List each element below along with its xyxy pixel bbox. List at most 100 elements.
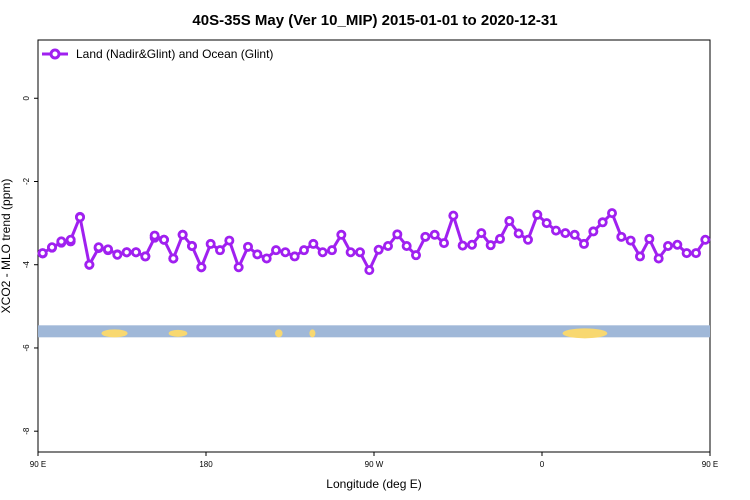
data-point [625, 235, 636, 246]
data-point [37, 248, 48, 259]
data-point [392, 229, 403, 240]
data-point [401, 240, 412, 251]
land-patch [309, 329, 316, 338]
data-point [261, 253, 272, 264]
data-point [672, 239, 683, 250]
data-point [112, 249, 123, 260]
data-point [233, 262, 244, 273]
data-point [532, 209, 543, 220]
data-point [373, 244, 384, 255]
data-point [47, 242, 58, 253]
data-point [607, 208, 618, 219]
data-point [270, 245, 281, 256]
data-point [438, 238, 449, 249]
data-point [65, 234, 76, 245]
data-point [410, 250, 421, 261]
y-axis-ticks: 0 -2 -4 -6 -8 [22, 95, 38, 435]
data-point [103, 244, 114, 255]
data-point [214, 245, 225, 256]
data-point [476, 228, 487, 239]
data-point [635, 251, 646, 262]
data-point [700, 234, 711, 245]
land-patch [562, 328, 608, 339]
data-point [140, 251, 151, 262]
data-point [541, 218, 552, 229]
data-point [308, 238, 319, 249]
data-point [336, 229, 347, 240]
legend-label: Land (Nadir&Glint) and Ocean (Glint) [76, 47, 273, 61]
data-point [280, 247, 291, 258]
data-point [84, 259, 95, 270]
data-point [466, 239, 477, 250]
y-tick-label: -8 [22, 427, 31, 435]
data-point [429, 229, 440, 240]
data-point [242, 241, 253, 252]
data-point [644, 233, 655, 244]
legend: Land (Nadir&Glint) and Ocean (Glint) [42, 47, 273, 61]
data-point [523, 234, 534, 245]
data-point [588, 226, 599, 237]
y-axis-label: XCO2 - MLO trend (ppm) [0, 179, 13, 314]
data-point [93, 242, 104, 253]
data-point [121, 247, 132, 258]
data-point [326, 245, 337, 256]
data-point [457, 240, 468, 251]
data-point [691, 248, 702, 259]
y-tick-label: 0 [22, 95, 31, 100]
land-patch [101, 329, 128, 338]
data-point [579, 238, 590, 249]
data-point [616, 231, 627, 242]
data-point [504, 216, 515, 227]
ocean-band [38, 325, 710, 338]
data-point [289, 251, 300, 262]
data-point [317, 247, 328, 258]
data-point [494, 233, 505, 244]
y-tick-label: -2 [22, 177, 31, 185]
x-tick-label: 90 E [30, 460, 46, 469]
data-point [513, 228, 524, 239]
data-point [560, 228, 571, 239]
data-point [382, 240, 393, 251]
data-point [158, 234, 169, 245]
data-point [551, 225, 562, 236]
x-tick-label: 180 [199, 460, 213, 469]
data-point [205, 238, 216, 249]
data-point [354, 247, 365, 258]
data-point [177, 229, 188, 240]
data-point [130, 247, 141, 258]
data-point [56, 236, 67, 247]
data-point [298, 245, 309, 256]
data-point [168, 253, 179, 264]
y-tick-label: -4 [22, 261, 31, 269]
data-point [681, 248, 692, 259]
data-point [345, 247, 356, 258]
data-point [448, 210, 459, 221]
data-point [420, 231, 431, 242]
data-point [224, 235, 235, 246]
data-point [196, 262, 207, 273]
data-point [364, 265, 375, 276]
data-point [663, 240, 674, 251]
data-point [569, 229, 580, 240]
legend-marker [49, 48, 61, 60]
data-point [485, 240, 496, 251]
data-point [186, 240, 197, 251]
x-tick-label: 0 [540, 460, 545, 469]
data-point [75, 212, 86, 223]
x-tick-label: 90 W [365, 460, 384, 469]
data-point [653, 253, 664, 264]
data-point [597, 217, 608, 228]
chart-title: 40S-35S May (Ver 10_MIP) 2015-01-01 to 2… [192, 12, 557, 29]
surface-strip [38, 325, 710, 339]
data-point [252, 249, 263, 260]
plot-frame [37, 39, 711, 453]
data-point [149, 230, 160, 241]
series-layer [37, 208, 711, 276]
y-tick-label: -6 [22, 344, 31, 352]
x-axis-ticks: 90 E 180 90 W 0 90 E [30, 452, 718, 469]
land-patch [168, 329, 188, 337]
land-patch [275, 329, 283, 338]
x-tick-label: 90 E [702, 460, 718, 469]
x-axis-label: Longitude (deg E) [326, 477, 421, 491]
